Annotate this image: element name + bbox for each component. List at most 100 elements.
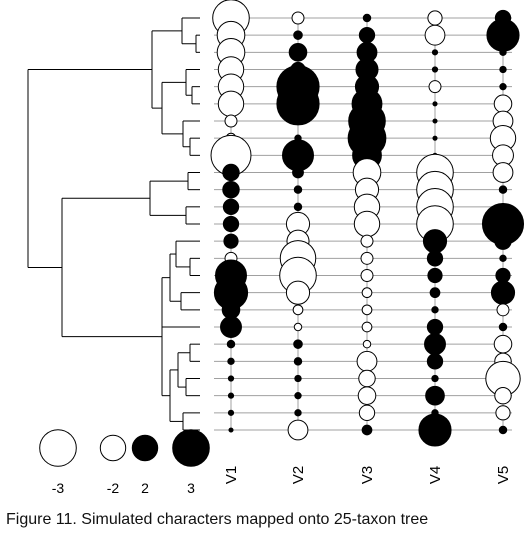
trait-bubble: [227, 409, 235, 416]
trait-bubble: [429, 287, 441, 299]
trait-bubble: [293, 322, 303, 332]
trait-bubble: [222, 198, 240, 215]
trait-bubble: [294, 374, 302, 383]
legend-label: 2: [141, 480, 149, 496]
trait-bubble: [361, 321, 373, 333]
trait-bubble: [227, 392, 235, 399]
trait-bubble: [426, 318, 444, 336]
trait-bubble: [361, 304, 373, 316]
trait-bubble: [293, 30, 303, 40]
trait-bubble: [361, 424, 373, 436]
legend-bubble: [39, 429, 77, 467]
character-label: V5: [495, 466, 512, 484]
trait-bubble: [223, 233, 239, 249]
trait-bubble: [499, 48, 507, 57]
legend-label: -3: [52, 480, 65, 496]
trait-bubble: [362, 13, 372, 23]
trait-bubble: [356, 350, 378, 372]
trait-bubble: [293, 357, 303, 366]
trait-bubble: [226, 339, 236, 349]
trait-bubble: [499, 82, 507, 91]
trait-bubble: [292, 304, 304, 316]
trait-bubble: [498, 185, 508, 194]
trait-bubble: [431, 306, 439, 314]
trait-bubble: [293, 339, 303, 349]
trait-bubble: [499, 65, 507, 74]
trait-bubble: [431, 49, 439, 56]
trait-bubble: [217, 90, 245, 118]
trait-bubble-plot: V1 V2 V3 V4 V5: [210, 0, 525, 484]
trait-bubble: [291, 11, 305, 25]
phylogenetic-tree: [27, 17, 200, 431]
trait-bubble: [358, 27, 376, 44]
figure-caption: Figure 11. Simulated characters mapped o…: [6, 511, 429, 528]
trait-bubble: [224, 114, 238, 128]
trait-bubble: [228, 427, 234, 433]
trait-bubble: [427, 10, 443, 26]
trait-bubble: [220, 316, 242, 338]
trait-bubble: [222, 180, 240, 199]
trait-bubble: [494, 386, 512, 405]
trait-bubble: [486, 18, 520, 52]
trait-bubble: [221, 300, 241, 320]
trait-bubble: [227, 357, 235, 366]
trait-bubble: [422, 229, 448, 254]
character-label: V3: [359, 466, 376, 484]
trait-bubble: [431, 374, 439, 383]
trait-bubble: [432, 101, 438, 107]
trait-bubble: [492, 162, 514, 183]
trait-bubble: [362, 339, 372, 349]
trait-bubble: [427, 267, 443, 284]
trait-bubble: [424, 333, 446, 356]
trait-bubble: [432, 135, 438, 141]
legend-bubble: [131, 434, 159, 462]
trait-bubble: [493, 334, 513, 354]
trait-bubble: [432, 118, 438, 124]
trait-bubble: [494, 232, 512, 250]
trait-bubble: [360, 251, 374, 265]
legend-label: -2: [107, 480, 120, 496]
trait-bubble: [222, 163, 240, 182]
trait-bubble: [498, 322, 508, 332]
legend-bubble: [172, 429, 210, 467]
trait-bubble: [357, 386, 377, 405]
character-label: V1: [223, 466, 240, 484]
trait-bubble: [293, 185, 303, 194]
trait-bubble: [358, 369, 376, 388]
trait-bubble: [294, 117, 302, 125]
trait-bubble: [358, 404, 376, 421]
trait-bubble: [276, 82, 320, 126]
trait-bubble: [227, 375, 235, 382]
trait-bubble: [495, 267, 511, 284]
trait-bubble: [294, 409, 302, 417]
trait-bubble: [282, 139, 314, 172]
trait-bubble: [425, 385, 445, 406]
trait-bubble: [499, 254, 507, 263]
trait-bubble: [431, 66, 439, 73]
trait-bubble: [222, 215, 240, 233]
legend-label: 3: [187, 480, 195, 496]
trait-bubble: [498, 425, 508, 435]
trait-bubble: [418, 413, 452, 447]
trait-bubble: [360, 269, 374, 282]
trait-bubble: [493, 94, 513, 114]
trait-bubble: [294, 391, 302, 400]
trait-bubble: [426, 353, 444, 370]
trait-bubble: [285, 280, 311, 305]
trait-bubble: [428, 80, 442, 94]
trait-bubble: [426, 250, 444, 267]
size-legend: -3 -2 2 3: [39, 429, 210, 496]
trait-bubble: [292, 166, 304, 179]
trait-bubble: [424, 24, 446, 46]
trait-bubble: [496, 303, 510, 317]
trait-bubble: [287, 419, 309, 441]
character-label: V4: [427, 466, 444, 484]
trait-bubble: [353, 210, 381, 238]
trait-bubble: [495, 405, 511, 421]
character-label: V2: [290, 466, 307, 484]
trait-bubble: [360, 234, 374, 248]
trait-bubble: [361, 287, 373, 299]
legend-bubble: [99, 434, 127, 462]
trait-bubble: [490, 280, 516, 305]
